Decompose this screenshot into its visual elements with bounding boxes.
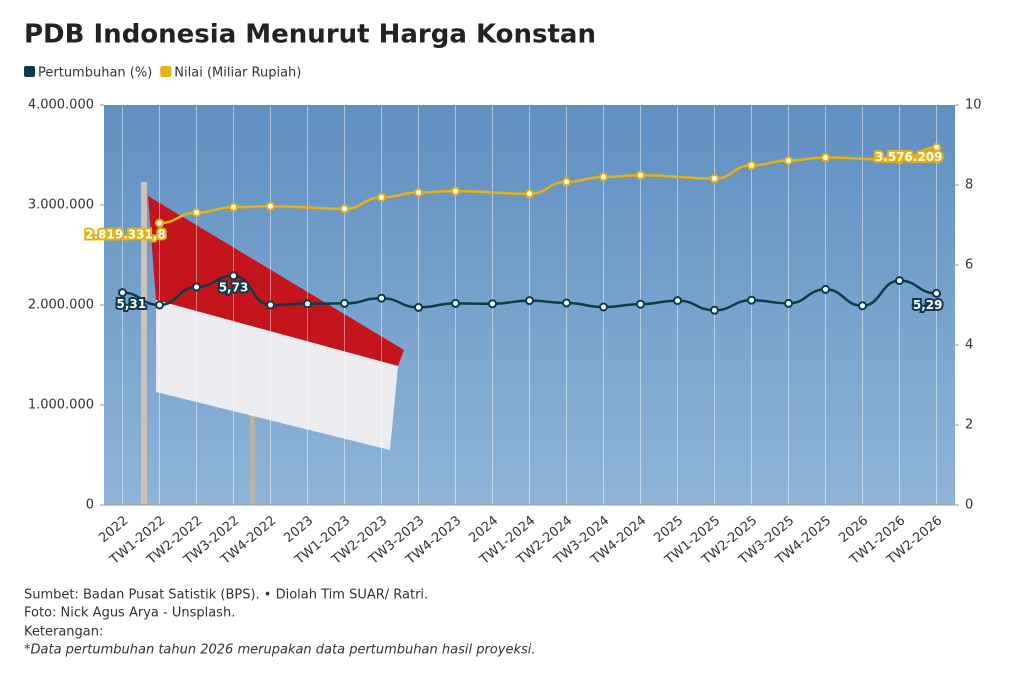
legend-label: Pertumbuhan (%) [38,66,152,81]
y2-tick-label: 6 [965,258,973,273]
value-label: 2.819.331,8 [85,228,165,242]
point [414,302,423,312]
point [932,288,941,298]
y2-tick-label: 0 [965,498,973,513]
point [673,296,682,306]
y2-tick-label: 2 [965,418,973,433]
point [562,298,571,308]
legend-label: Nilai (Miliar Rupiah) [174,66,301,81]
point [488,299,497,309]
y-tick-label: 3.000.000 [28,198,94,213]
y-tick-label: 2.000.000 [28,298,94,313]
point [636,299,645,309]
point [784,156,793,166]
point [821,284,830,294]
point [895,155,904,165]
y2-tick-label: 8 [965,178,973,193]
point [525,296,534,306]
point [562,177,571,187]
chart-title: PDB Indonesia Menurut Harga Konstan [24,20,596,50]
point [118,288,127,298]
point [340,298,349,308]
point [710,174,719,184]
point [895,276,904,286]
y2-tick-label: 10 [965,98,982,113]
source: Sumbet: Badan Pusat Satistik (BPS). • Di… [24,588,428,603]
point [932,142,941,152]
legend-swatch [160,66,172,77]
y-tick-label: 1.000.000 [28,398,94,413]
legend-swatch [24,66,35,77]
point [451,186,460,196]
note: *Data pertumbuhan tahun 2026 merupakan d… [24,643,536,658]
y-tick-label: 4.000.000 [28,98,94,113]
point [599,172,608,182]
point [525,189,534,199]
point [155,218,164,228]
point [303,299,312,309]
point [192,282,201,292]
point [229,202,238,212]
point [266,300,275,310]
point [451,298,460,308]
point [377,192,386,202]
photo-credit: Foto: Nick Agus Arya - Unsplash. [24,606,235,621]
point [747,295,756,305]
value-label: 5,31 [117,297,147,311]
point [747,160,756,170]
point [636,170,645,180]
point [599,302,608,312]
point [821,153,830,163]
point [710,305,719,315]
note-heading: Keterangan: [24,625,103,640]
point [784,298,793,308]
y2-tick-label: 4 [965,338,973,353]
background-photo [104,105,955,505]
point [414,188,423,198]
point [155,300,164,310]
point [266,201,275,211]
point [858,301,867,311]
point [340,204,349,214]
point [229,271,238,281]
value-label: 3.576.209 [875,150,943,164]
value-label: 5,73 [219,280,249,294]
y-tick-label: 0 [86,498,94,513]
point [377,293,386,303]
point [192,208,201,218]
value-label: 5,29 [913,298,943,312]
